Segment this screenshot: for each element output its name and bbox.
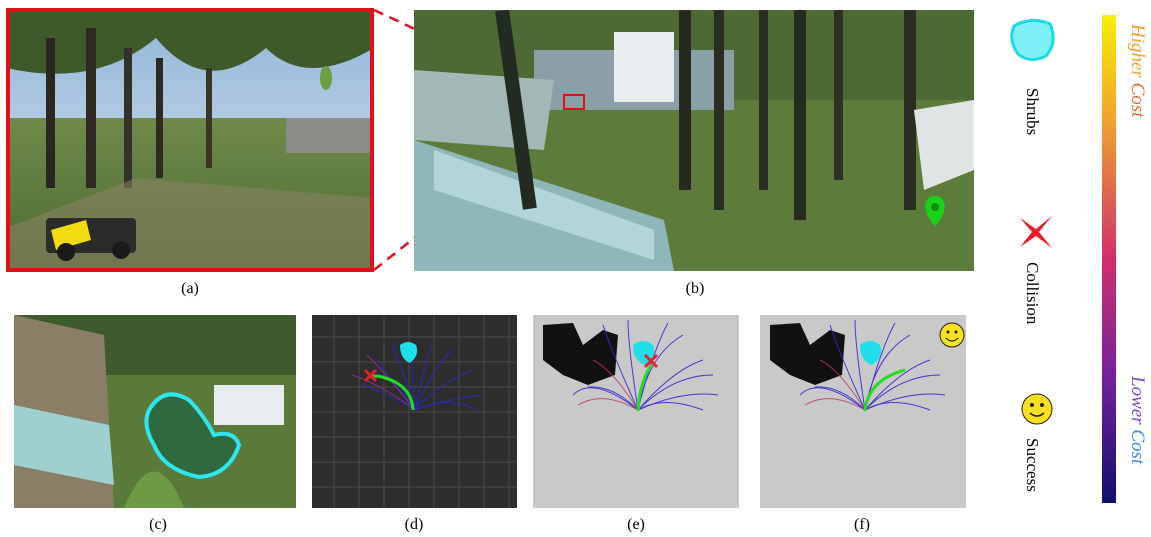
panel-b-scene: [414, 10, 974, 271]
zoom-region-box: [563, 94, 585, 110]
obstacle-region: [770, 323, 845, 385]
highlight-frame: [6, 8, 374, 272]
cost-colorbar: [1102, 15, 1116, 503]
colorbar-high-label: Higher Cost: [1126, 24, 1148, 117]
obstacle-region: [543, 323, 618, 385]
higher-prefix: Higher: [1127, 24, 1148, 83]
colorbar-low-label: Lower Cost: [1126, 376, 1148, 464]
panel-e-costmap-collision: [533, 315, 739, 508]
robot-vehicle: [46, 218, 136, 261]
legend-collision-label: Collision: [1023, 262, 1042, 325]
goal-marker-icon: [925, 196, 945, 226]
panel-f-costmap-success: [760, 315, 966, 508]
legend-shrub-icon: [1010, 19, 1055, 61]
panel-e-plot: [543, 319, 719, 412]
legend-shrubs-label: Shrubs: [1023, 88, 1042, 136]
selected-path: [636, 364, 653, 412]
caption-f: (f): [854, 516, 870, 533]
panel-f-plot: [770, 319, 965, 412]
panel-c-scene: [14, 315, 296, 508]
cross-icon: [363, 368, 378, 383]
higher-suffix: Cost: [1127, 82, 1148, 118]
panel-d-trajectory-grid: [312, 315, 517, 508]
lower-suffix: Cost: [1127, 429, 1148, 465]
selected-path: [863, 368, 906, 412]
panel-a-scene: [6, 8, 374, 272]
panel-a-zoomed-view: [6, 8, 374, 272]
smiley-icon: [939, 322, 965, 348]
panel-c-shrub-view: [14, 315, 296, 508]
caption-a: (a): [181, 280, 199, 297]
shrub-icon: [400, 342, 418, 363]
legend-cross-icon: [1020, 216, 1052, 248]
legend-success-label: Success: [1023, 438, 1042, 492]
lower-prefix: Lower: [1127, 376, 1148, 430]
legend-smiley-icon: [1021, 393, 1053, 425]
caption-c: (c): [149, 516, 167, 533]
shrub-outline: [144, 392, 242, 480]
panel-d-plot: [312, 315, 517, 508]
cross-icon: [643, 353, 659, 369]
caption-e: (e): [627, 516, 645, 533]
panel-b-wide-view: [414, 10, 974, 271]
caption-b: (b): [685, 280, 705, 297]
caption-d: (d): [404, 516, 424, 533]
shrub-icon: [860, 341, 881, 365]
